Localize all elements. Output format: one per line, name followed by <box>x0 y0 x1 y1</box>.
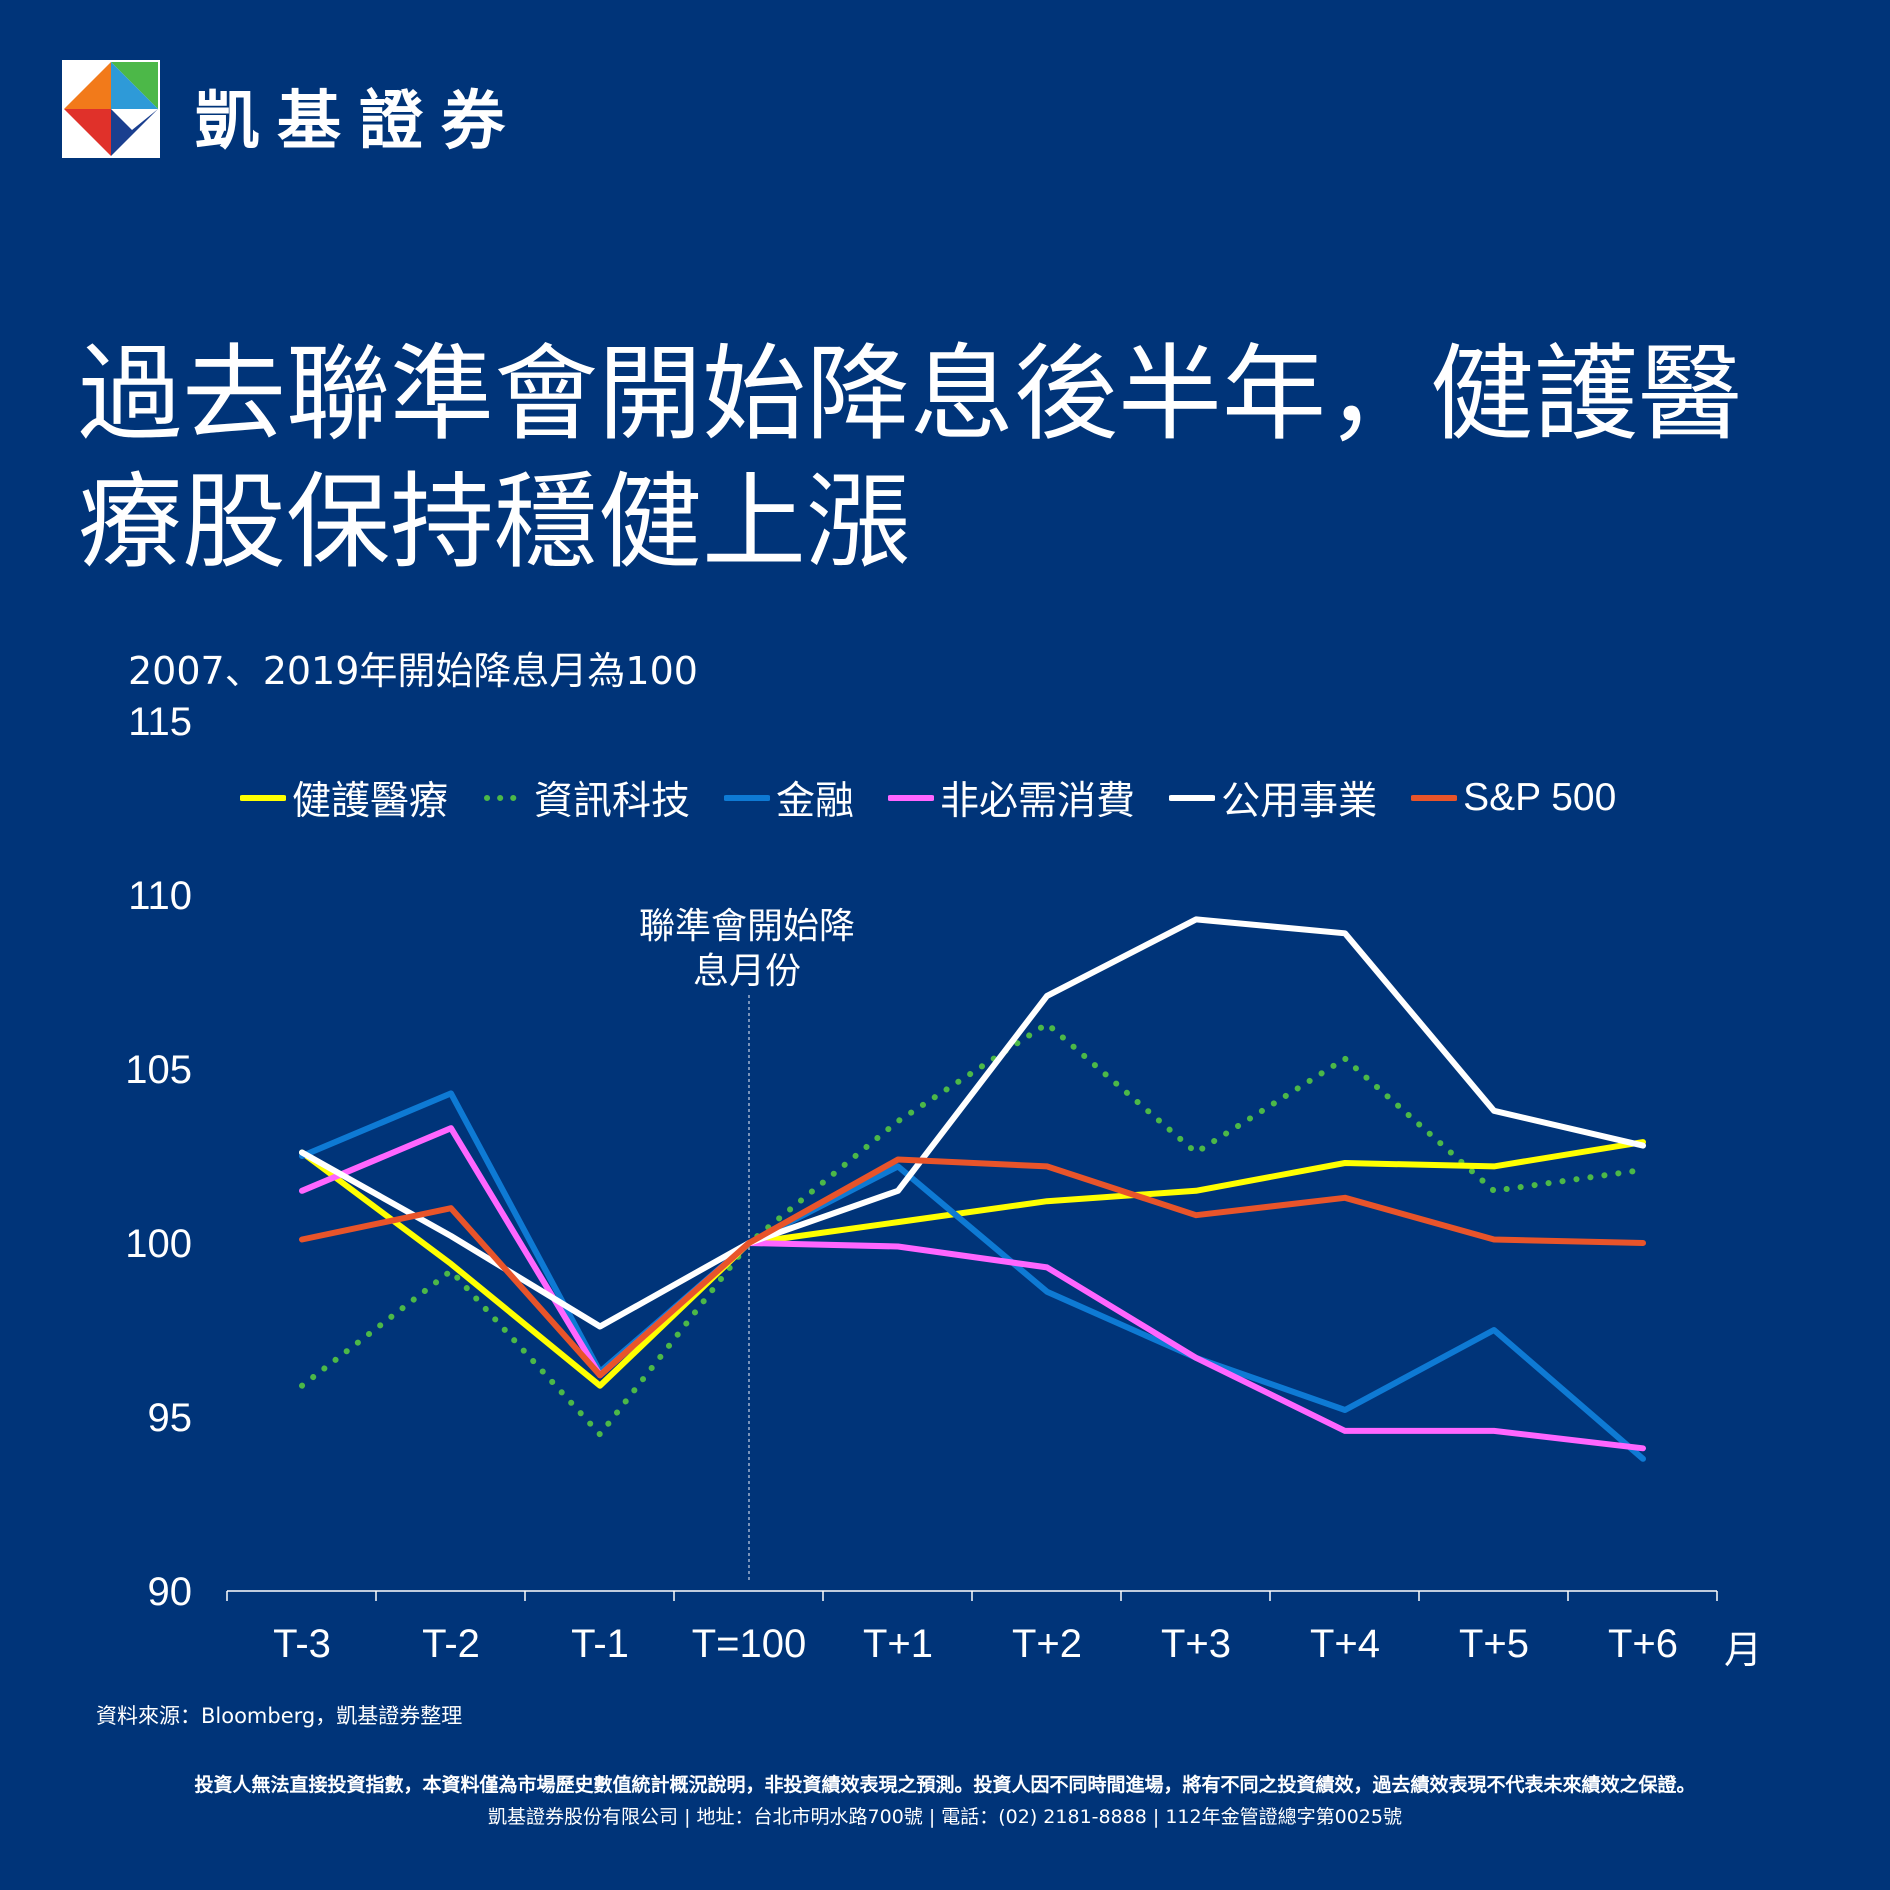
legend-label: 公用事業 <box>1221 779 1378 824</box>
y-tick-label: 95 <box>148 1396 193 1440</box>
chart-legend: 健護醫療 資訊科技 金融 非必需消費 公用事業 S&P 500 <box>240 770 1650 826</box>
legend-item: 金融 <box>724 770 854 826</box>
series-line-1 <box>299 1139 1646 1389</box>
page-title-line-2: 療股保持穩健上漲 <box>78 461 911 583</box>
annotation-label-line-2: 息月份 <box>693 951 801 992</box>
legend-item: 資訊科技 <box>482 770 690 826</box>
legend-swatch <box>240 795 286 801</box>
x-tick-label: T-2 <box>422 1622 480 1666</box>
y-tick-label: 90 <box>148 1570 193 1614</box>
company-footer: 凱基證券股份有限公司 | 地址：台北市明水路700號 | 電話：(02) 218… <box>488 1806 1402 1828</box>
x-tick-label: T+1 <box>863 1622 933 1666</box>
chart-base-note: 2007、2019年開始降息月為100 <box>128 649 698 693</box>
y-tick-label: 110 <box>128 874 192 918</box>
disclaimer: 投資人無法直接投資指數，本資料僅為市場歷史數值統計概況說明，非投資績效表現之預測… <box>194 1774 1696 1796</box>
y-tick-label: 100 <box>125 1222 192 1266</box>
legend-swatch <box>1169 795 1216 801</box>
x-tick-label: T-3 <box>273 1622 331 1666</box>
legend-item: 健護醫療 <box>240 770 448 826</box>
x-tick-label: T+2 <box>1012 1622 1082 1666</box>
series-line-5 <box>299 916 1646 1330</box>
x-tick-label: T+3 <box>1161 1622 1231 1666</box>
x-tick-label: T+5 <box>1459 1622 1529 1666</box>
x-tick-label: T+4 <box>1310 1622 1380 1666</box>
y-tick-label: 105 <box>125 1048 192 1092</box>
x-tick-label: T+6 <box>1608 1622 1678 1666</box>
legend-label: 金融 <box>776 779 855 824</box>
series-line-3 <box>299 1090 1646 1462</box>
series-line-4 <box>299 1125 1646 1452</box>
legend-label: 健護醫療 <box>292 779 449 824</box>
legend-item: 非必需消費 <box>888 770 1135 826</box>
series-line-2 <box>299 1020 1646 1438</box>
page-title: 過去聯準會開始降息後半年，健護醫 療股保持穩健上漲 <box>78 330 1818 586</box>
legend-swatch <box>724 795 771 801</box>
legend-label: S&P 500 <box>1463 776 1617 819</box>
x-axis-unit: 月 <box>1724 1628 1762 1672</box>
brand-name: 凱基證券 <box>195 85 523 159</box>
x-tick-label: T=100 <box>692 1622 807 1666</box>
x-tick-label: T-1 <box>571 1622 629 1666</box>
legend-item: 公用事業 <box>1169 770 1377 826</box>
page-title-line-1: 過去聯準會開始降息後半年，健護醫 <box>78 333 1743 455</box>
legend-item: S&P 500 <box>1411 776 1616 820</box>
legend-swatch <box>1411 795 1458 801</box>
legend-label: 非必需消費 <box>940 779 1136 824</box>
y-tick-label: 115 <box>128 700 192 744</box>
source-note: 資料來源：Bloomberg，凱基證券整理 <box>96 1704 463 1728</box>
brand-logo-icon <box>62 60 160 158</box>
series-line-6 <box>299 1156 1646 1379</box>
legend-label: 資訊科技 <box>534 779 691 824</box>
legend-swatch <box>888 795 935 801</box>
annotation-label-line-1: 聯準會開始降 <box>639 906 855 947</box>
